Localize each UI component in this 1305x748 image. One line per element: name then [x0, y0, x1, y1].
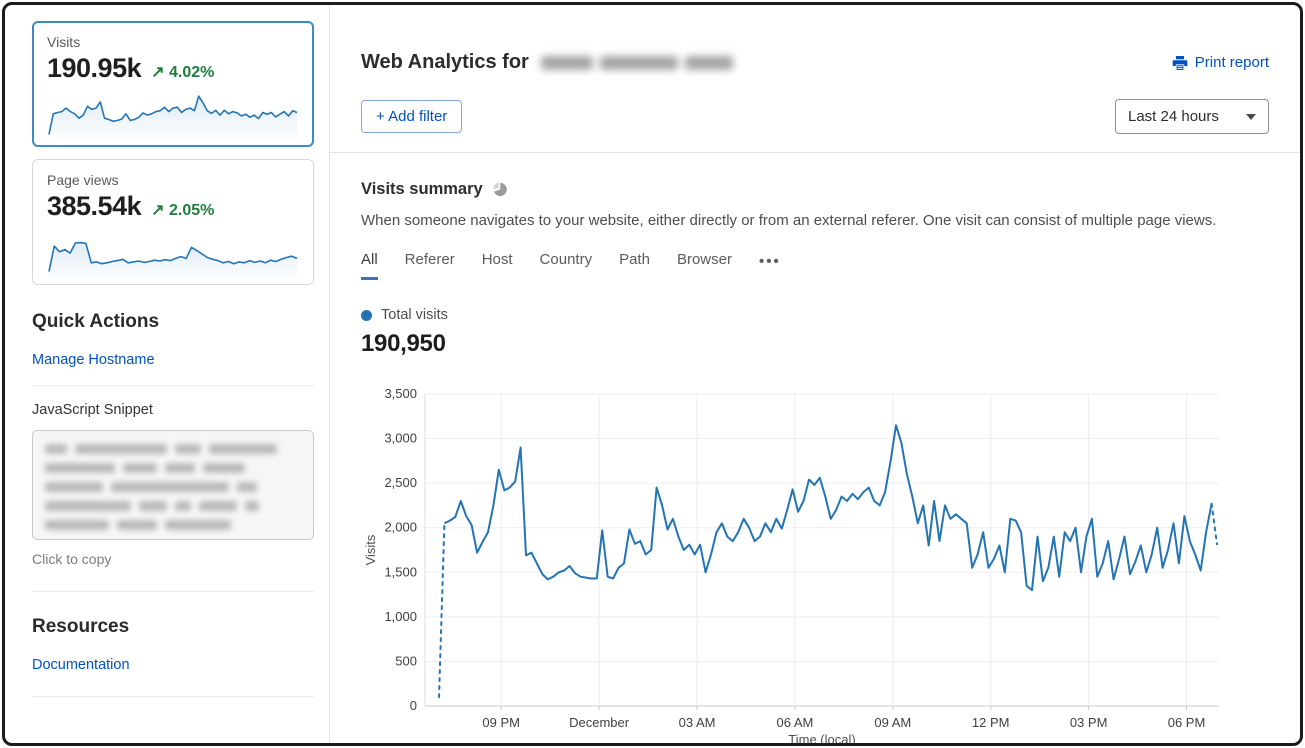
tab-host[interactable]: Host [481, 251, 513, 268]
divider [32, 696, 314, 697]
legend-dot-icon [361, 309, 372, 321]
tabs-more-button[interactable]: ••• [758, 252, 781, 270]
svg-text:2,000: 2,000 [384, 520, 417, 535]
divider [32, 385, 314, 386]
divider [32, 591, 314, 592]
tab-referer[interactable]: Referer [404, 251, 455, 268]
legend-label: Total visits [381, 307, 448, 323]
documentation-link[interactable]: Documentation [32, 657, 130, 673]
visits-line-chart: 0 500 1,000 1,500 2,000 2,500 3,000 3,500 09 PM D… [363, 386, 1219, 744]
svg-text:Visits: Visits [363, 534, 378, 565]
plus-icon: + [376, 108, 385, 125]
svg-text:06 PM: 06 PM [1168, 715, 1206, 730]
quick-actions-heading: Quick Actions [32, 311, 160, 332]
trend-up-icon: ↗ [151, 64, 165, 81]
svg-text:03 PM: 03 PM [1070, 715, 1108, 730]
code-snippet-redacted[interactable] [32, 430, 314, 540]
redacted-domain [540, 55, 733, 70]
svg-text:12 PM: 12 PM [972, 715, 1010, 730]
javascript-snippet-label: JavaScript Snippet [32, 402, 153, 418]
summary-tabs: All Referer Host Country Path Browser ••• [361, 251, 1269, 280]
pie-chart-icon [493, 182, 507, 197]
metric-card-pageviews-value: 385.54k [47, 191, 142, 221]
metric-card-visits-label: Visits [47, 34, 81, 50]
add-filter-button[interactable]: + Add filter [361, 100, 463, 133]
main-content: Web Analytics for Print report + Add fil… [330, 5, 1300, 743]
tab-browser[interactable]: Browser [676, 251, 732, 268]
resources-heading: Resources [32, 616, 130, 637]
svg-text:03 AM: 03 AM [679, 715, 716, 730]
svg-text:Time (local): Time (local) [788, 732, 855, 744]
chart-legend: Total visits [361, 307, 1269, 323]
metric-card-pageviews-label: Page views [47, 172, 119, 188]
visits-summary-title: Visits summary [361, 180, 483, 198]
total-visits-value: 190,950 [361, 330, 446, 357]
svg-text:06 AM: 06 AM [776, 715, 813, 730]
pageviews-sparkline-chart [48, 241, 298, 282]
svg-text:09 PM: 09 PM [482, 715, 520, 730]
svg-text:3,500: 3,500 [384, 386, 417, 401]
svg-text:500: 500 [395, 653, 417, 668]
tab-country[interactable]: Country [539, 251, 593, 268]
metric-card-visits[interactable]: Visits 190.95k ↗ 4.02% [32, 21, 314, 147]
tab-path[interactable]: Path [619, 251, 650, 268]
visits-summary-description: When someone navigates to your website, … [361, 212, 1217, 229]
visits-sparkline-chart [48, 95, 298, 144]
chevron-down-icon [1246, 113, 1256, 120]
printer-icon [1172, 55, 1188, 70]
svg-text:3,000: 3,000 [384, 431, 417, 446]
svg-text:December: December [569, 715, 630, 730]
time-range-value: Last 24 hours [1128, 108, 1219, 125]
svg-text:1,000: 1,000 [384, 609, 417, 624]
svg-text:0: 0 [410, 698, 417, 713]
tab-all[interactable]: All [361, 251, 378, 280]
trend-up-icon: ↗ [151, 202, 165, 219]
metric-card-visits-value: 190.95k [47, 53, 142, 83]
metric-card-pageviews-trend: ↗ 2.05% [151, 202, 215, 219]
print-report-button[interactable]: Print report [1172, 54, 1269, 71]
time-range-dropdown[interactable]: Last 24 hours [1115, 99, 1269, 134]
sidebar: Visits 190.95k ↗ 4.02% Page views 385.54… [5, 5, 330, 743]
svg-text:1,500: 1,500 [384, 564, 417, 579]
manage-hostname-link[interactable]: Manage Hostname [32, 352, 155, 368]
svg-text:09 AM: 09 AM [874, 715, 911, 730]
click-to-copy-hint: Click to copy [32, 551, 112, 567]
page-title: Web Analytics for [361, 51, 733, 74]
divider [330, 152, 1300, 153]
metric-card-pageviews[interactable]: Page views 385.54k ↗ 2.05% [32, 159, 314, 285]
svg-text:2,500: 2,500 [384, 475, 417, 490]
metric-card-visits-trend: ↗ 4.02% [151, 64, 215, 81]
